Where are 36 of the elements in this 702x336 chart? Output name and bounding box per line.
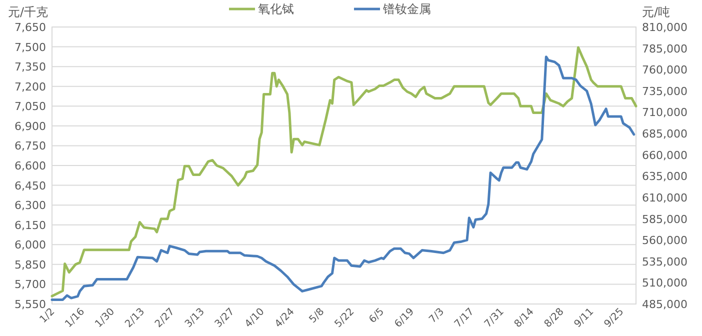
y-tick-label: 6,750: [14, 140, 46, 153]
y2-tick-label: 810,000: [642, 21, 688, 34]
y2-tick-label: 610,000: [642, 191, 688, 204]
y2-tick-label: 710,000: [642, 106, 688, 120]
x-tick-label: 6/5: [367, 306, 387, 326]
y-tick-label: 6,450: [14, 179, 46, 192]
y-axis-title: 元/千克: [8, 5, 48, 19]
y-tick-label: 7,050: [14, 100, 46, 114]
x-tick-label: 7/3: [427, 306, 446, 326]
y-tick-label: 5,700: [14, 278, 46, 292]
y2-tick-label: 535,000: [642, 255, 688, 268]
y2-tick-label: 685,000: [642, 128, 688, 141]
y2-tick-label: 760,000: [642, 64, 688, 77]
y-tick-label: 7,650: [14, 21, 46, 34]
y-tick-label: 5,850: [14, 258, 46, 272]
y2-tick-label: 485,000: [642, 298, 688, 311]
x-tick-label: 5/8: [308, 306, 327, 326]
y-tick-label: 6,150: [14, 218, 46, 232]
y2-tick-label: 785,000: [642, 42, 688, 56]
y-tick-label: 6,600: [14, 160, 46, 172]
y2-tick-label: 560,000: [642, 234, 688, 248]
legend-label: 镨钕金属: [382, 2, 431, 16]
y2-axis-title: 元/吨: [642, 5, 670, 19]
legend-label: 氧化铽: [258, 2, 294, 16]
y2-tick-label: 510,000: [642, 276, 688, 290]
y2-tick-label: 660,000: [642, 148, 688, 162]
y-tick-label: 5,550: [14, 298, 46, 311]
y-tick-label: 7,500: [14, 40, 46, 54]
y-tick-label: 7,200: [14, 80, 46, 94]
y-tick-label: 6,000: [14, 238, 46, 252]
y2-tick-label: 735,000: [642, 84, 688, 98]
y-tick-label: 6,900: [14, 120, 46, 133]
y-tick-label: 7,350: [14, 60, 46, 74]
y2-tick-label: 585,000: [642, 212, 688, 226]
y-tick-label: 6,300: [14, 199, 46, 212]
y2-tick-label: 635,000: [642, 170, 688, 184]
